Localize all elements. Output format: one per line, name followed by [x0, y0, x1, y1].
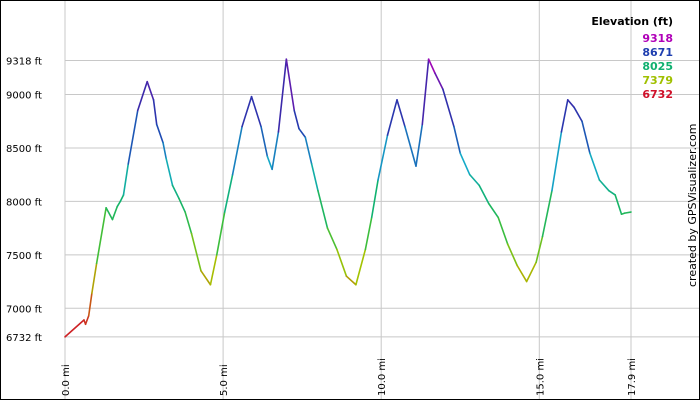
- x-tick-label: 17.9 mi: [627, 358, 638, 396]
- x-tick-label: 0.0 mi: [61, 364, 72, 396]
- elevation-line-segment: [190, 232, 202, 272]
- x-tick-label: 5.0 mi: [219, 364, 230, 396]
- elevation-line-segment: [336, 248, 348, 277]
- elevation-line-segment: [162, 141, 167, 160]
- elevation-line-segment: [560, 99, 569, 133]
- elevation-line-segment: [608, 189, 616, 196]
- elevation-line-segment: [146, 80, 155, 101]
- elevation-line-segment: [415, 123, 424, 167]
- elevation-line-segment: [298, 127, 307, 139]
- elevation-line-segment: [377, 134, 389, 181]
- elevation-line-segment: [105, 206, 114, 221]
- elevation-line-segment: [516, 264, 528, 283]
- elevation-line-segment: [155, 123, 164, 144]
- elevation-line-segment: [497, 216, 509, 245]
- elevation-line-segment: [91, 262, 98, 295]
- y-tick-label: 9000 ft: [6, 91, 42, 102]
- legend-entry: 9318: [642, 32, 673, 45]
- elevation-line-segment: [266, 155, 273, 171]
- elevation-line-segment: [95, 206, 107, 265]
- elevation-line-segment: [541, 189, 553, 238]
- elevation-line-segment: [370, 179, 379, 219]
- elevation-line-segment: [260, 125, 269, 158]
- elevation-line-segment: [223, 173, 234, 213]
- elevation-line-segment: [487, 202, 499, 219]
- elevation-line-segment: [442, 88, 455, 128]
- legend-entry: 6732: [642, 88, 673, 101]
- elevation-line-segment: [310, 163, 319, 192]
- elevation-line-segment: [127, 109, 139, 165]
- legend-entry: 7379: [642, 74, 673, 87]
- elevation-line-segment: [277, 58, 288, 133]
- elevation-line-segment: [64, 319, 85, 338]
- elevation-line-segment: [111, 205, 118, 221]
- y-tick-label: 8500 ft: [6, 144, 42, 155]
- elevation-line-segment: [184, 211, 193, 235]
- elevation-line-segment: [396, 99, 406, 128]
- y-tick-label: 8000 ft: [6, 197, 42, 208]
- elevation-line-segment: [506, 243, 518, 267]
- elevation-line-segment: [459, 152, 471, 176]
- elevation-line-segment: [250, 95, 262, 128]
- elevation-line-segment: [200, 270, 212, 286]
- elevation-line-segment: [589, 152, 601, 181]
- elevation-line-segment: [241, 95, 253, 128]
- y-tick-label: 7500 ft: [6, 251, 42, 262]
- x-tick-label: 10.0 mi: [377, 358, 388, 396]
- elevation-line-segment: [478, 184, 490, 205]
- elevation-line-segment: [551, 131, 563, 192]
- elevation-line-segment: [364, 216, 373, 251]
- elevation-line-segment: [215, 211, 226, 256]
- elevation-line-segment: [535, 235, 544, 264]
- elevation-line-segment: [355, 248, 367, 286]
- elevation-line-segment: [136, 80, 149, 112]
- elevation-line-segment: [84, 314, 90, 326]
- elevation-line-segment: [171, 184, 180, 199]
- elevation-line-segment: [285, 58, 296, 112]
- elevation-line-segment: [304, 136, 313, 165]
- elevation-line-segment: [326, 227, 338, 251]
- elevation-line-segment: [421, 58, 430, 126]
- elevation-line-segment: [623, 211, 632, 214]
- elevation-line-segment: [573, 106, 583, 123]
- elevation-line-segment: [119, 194, 125, 203]
- elevation-line-segment: [427, 58, 436, 74]
- elevation-line-segment: [165, 157, 174, 187]
- elevation-line-segment: [122, 163, 130, 196]
- y-tick-label: 9318 ft: [6, 57, 42, 68]
- elevation-line-segment: [178, 197, 186, 213]
- elevation-line-segment: [566, 99, 575, 109]
- legend-title: Elevation (ft): [591, 15, 673, 28]
- elevation-line-segment: [614, 194, 623, 215]
- elevation-line-segment: [231, 125, 243, 176]
- elevation-line-segment: [116, 200, 122, 208]
- y-tick-label: 7000 ft: [6, 304, 42, 315]
- elevation-line-segment: [317, 189, 329, 229]
- elevation-line-segment: [209, 254, 218, 286]
- elevation-line-segment: [293, 109, 300, 130]
- elevation-line-segment: [87, 292, 93, 317]
- elevation-line-segment: [434, 72, 444, 90]
- elevation-line-segment: [404, 125, 417, 167]
- legend-entry: 8671: [642, 46, 673, 59]
- x-tick-label: 15.0 mi: [535, 358, 546, 396]
- y-tick-label: 6732 ft: [6, 333, 42, 344]
- elevation-line-segment: [152, 99, 158, 126]
- elevation-line-segment: [525, 261, 537, 283]
- elevation-line-segment: [468, 173, 481, 187]
- legend-entry: 8025: [642, 60, 673, 73]
- credit-text: created by GPSVisualizer.com: [686, 124, 699, 287]
- elevation-line-segment: [598, 179, 610, 192]
- elevation-line-segment: [271, 131, 280, 171]
- elevation-line-segment: [453, 125, 462, 155]
- elevation-line-segment: [345, 275, 357, 286]
- elevation-line-segment: [581, 120, 591, 155]
- elevation-line-segment: [386, 99, 398, 136]
